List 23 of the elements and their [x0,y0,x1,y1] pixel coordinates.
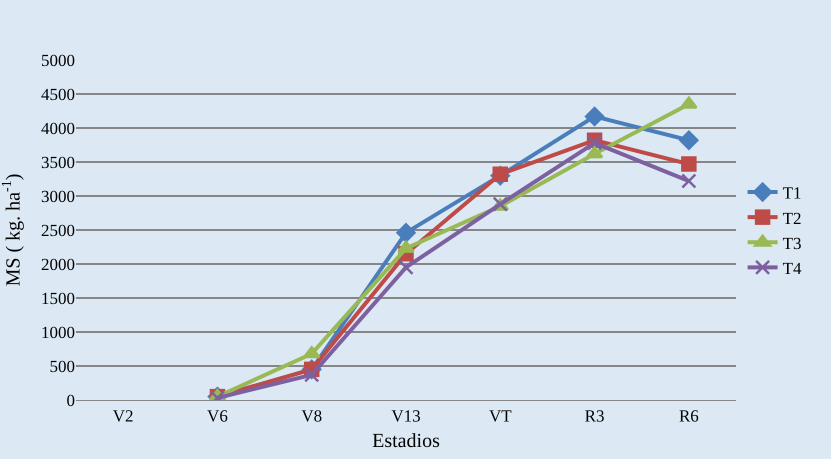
legend-label: T3 [782,234,802,253]
y-tick-label: 1500 [41,288,75,308]
x-tick-label: VT [488,406,512,426]
y-tick-label: 2500 [41,220,75,240]
x-tick-label: R3 [584,406,604,426]
legend-label: T2 [782,208,802,228]
x-axis-title: Estadios [372,430,440,452]
legend-label: T4 [782,258,802,278]
y-tick-label: 4000 [41,118,75,138]
y-tick-label: 2000 [41,254,75,274]
y-tick-label: 4500 [41,84,75,104]
y-tick-label: 3000 [41,186,75,206]
x-tick-label: V2 [112,406,134,426]
x-tick-label: V6 [207,406,228,426]
legend-label: T1 [782,184,802,203]
x-tick-label: V13 [391,406,421,426]
y-tick-label: 0 [66,390,75,410]
y-tick-label: 1000 [41,322,75,342]
x-tick-label: R6 [678,406,699,426]
y-tick-label: 5000 [41,50,75,70]
y-tick-label: 3500 [41,152,75,172]
y-tick-label: 500 [50,356,75,376]
x-tick-label: V8 [301,406,322,426]
